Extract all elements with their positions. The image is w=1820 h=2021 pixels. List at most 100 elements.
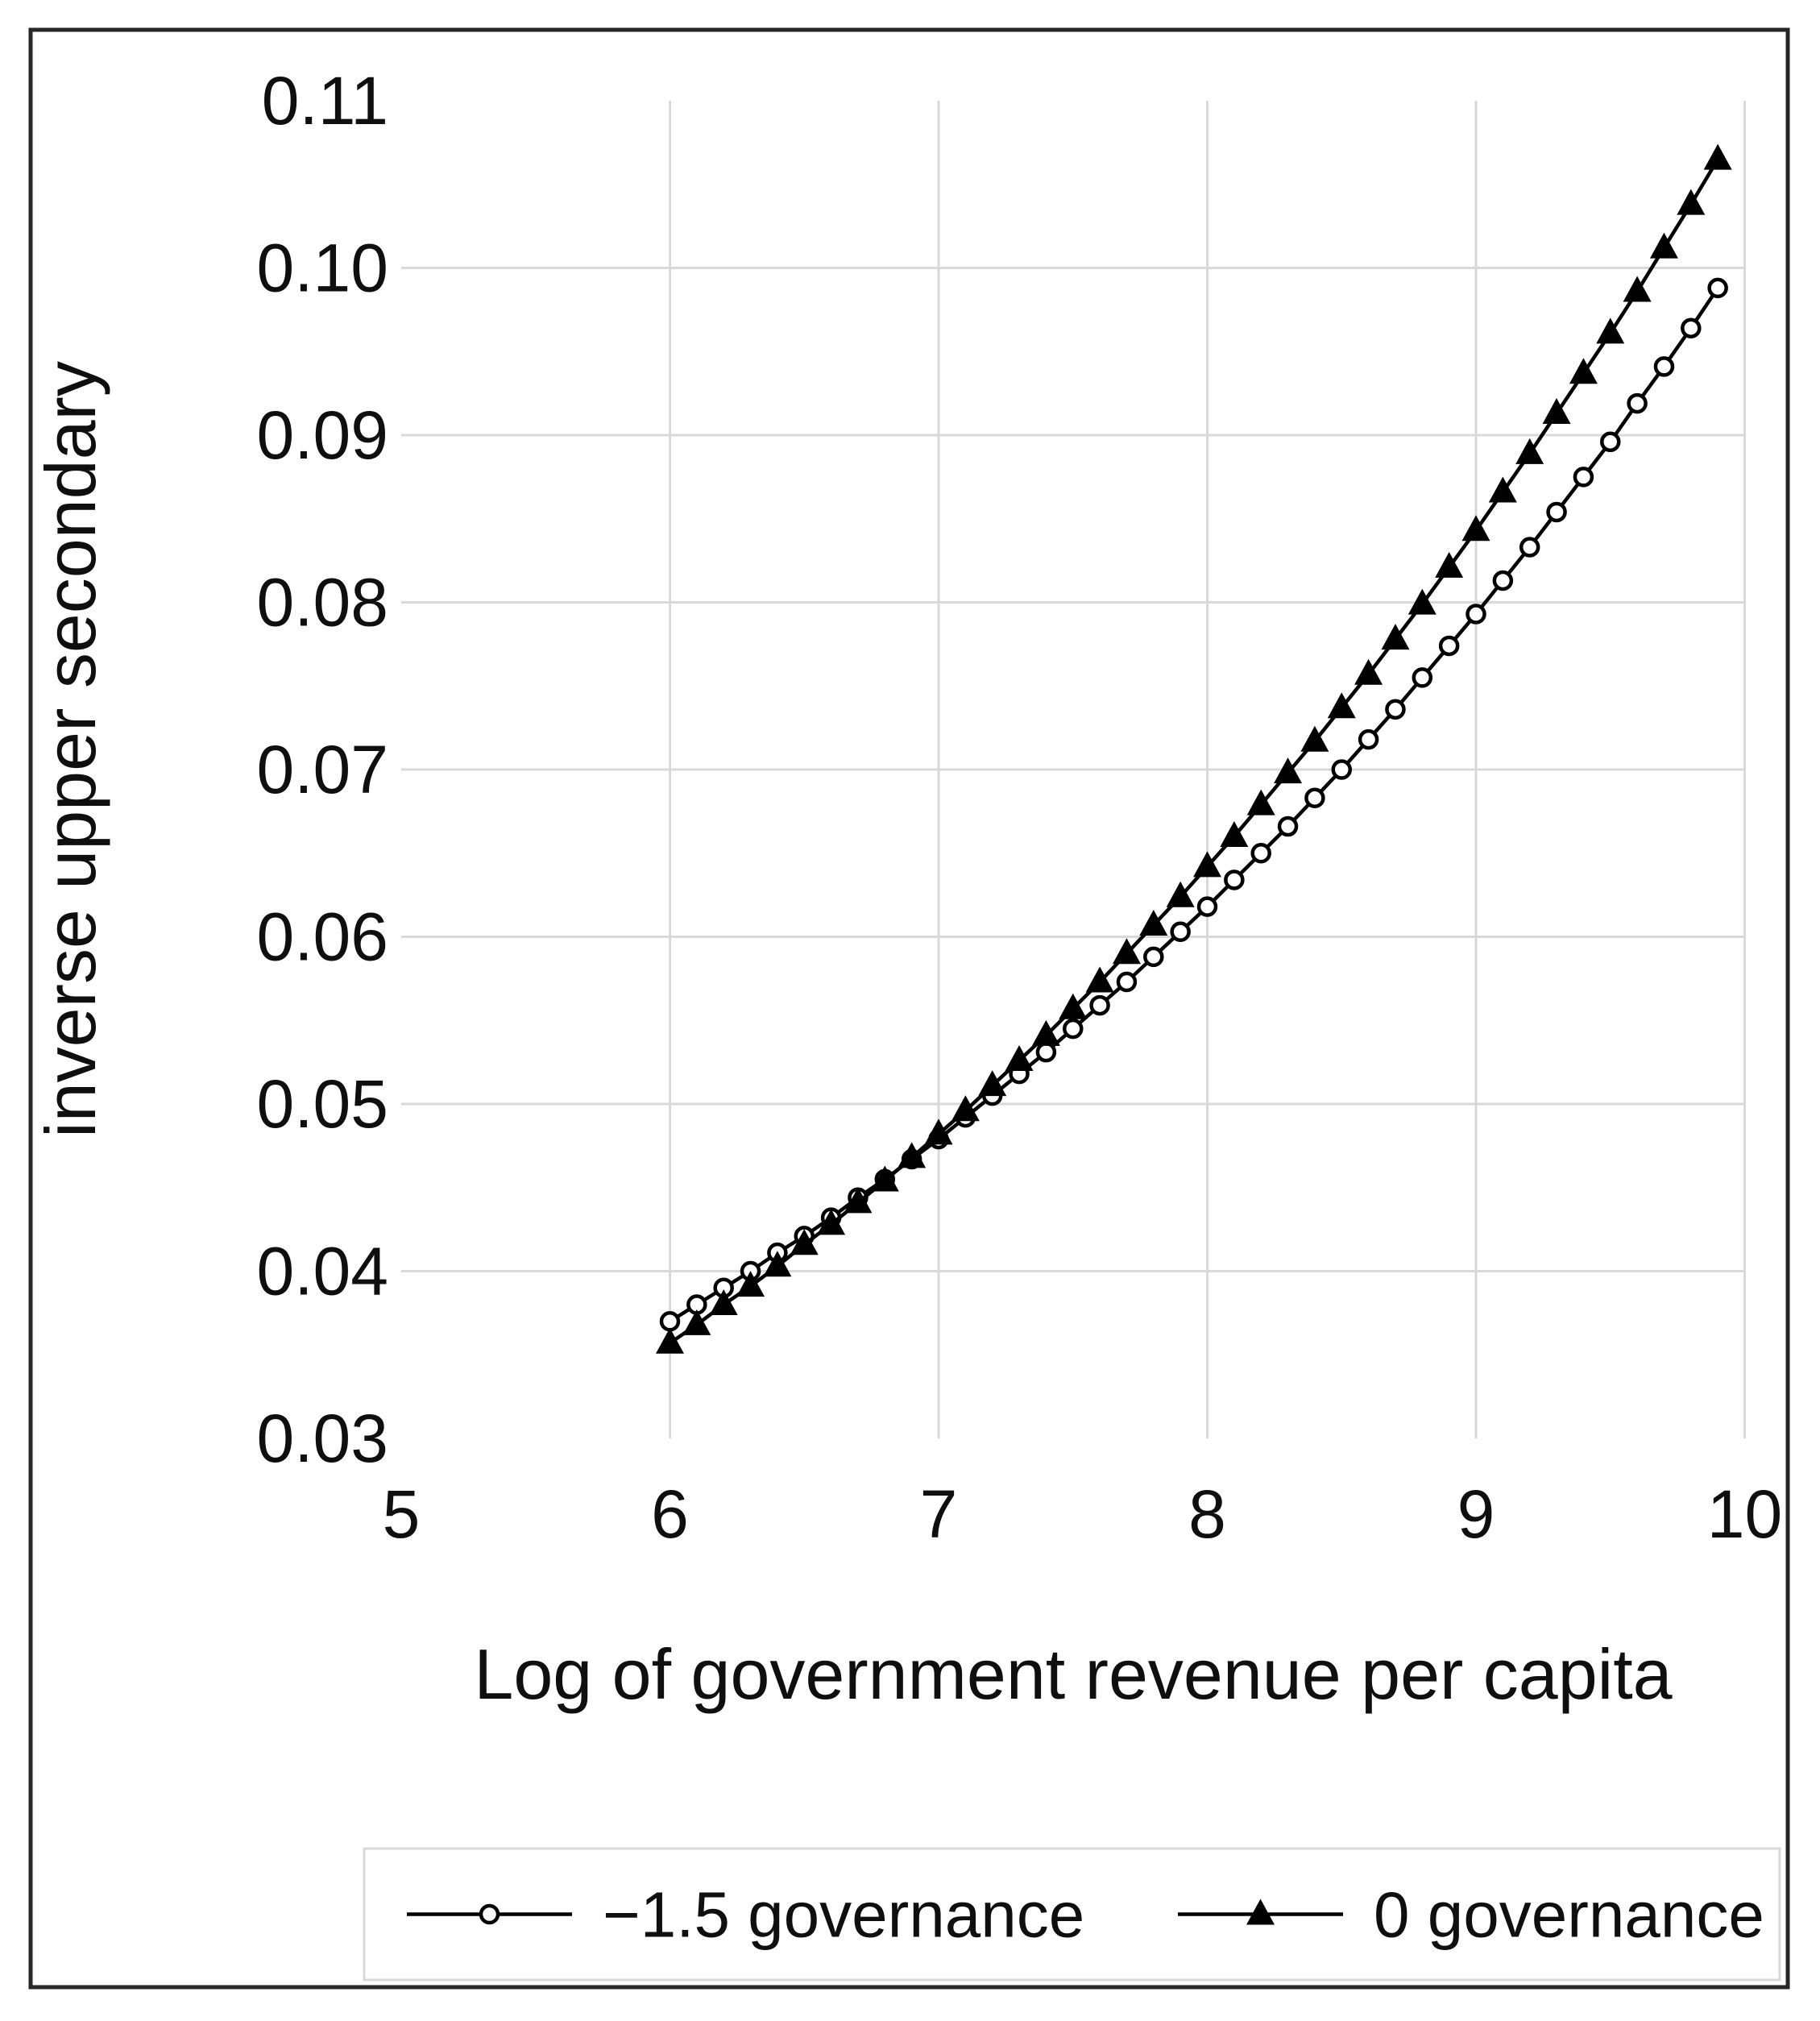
y-tick-label: 0.11 (262, 63, 388, 139)
legend-label-circle-series: −1.5 governance (603, 1879, 1084, 1951)
filled-triangle-marker (763, 1251, 792, 1277)
gridlines (401, 101, 1746, 1438)
filled-triangle-marker (1677, 189, 1706, 215)
filled-triangle-marker (1031, 1019, 1060, 1046)
y-tick-label: 0.06 (257, 899, 389, 975)
filled-triangle-marker (1623, 276, 1652, 302)
y-tick-label: 0.07 (257, 732, 389, 807)
x-tick-label: 7 (920, 1476, 958, 1552)
y-tick-label: 0.08 (257, 565, 389, 641)
y-tick-label: 0.04 (257, 1234, 389, 1309)
x-tick-label: 6 (651, 1476, 689, 1552)
open-circle-marker (1707, 277, 1728, 299)
chart-border (28, 27, 1790, 1990)
filled-triangle-marker (1435, 551, 1464, 578)
filled-triangle-marker (844, 1187, 873, 1214)
legend-border (363, 1847, 1781, 1982)
open-circle-marker (1438, 635, 1460, 657)
series-line (669, 287, 1720, 1323)
open-circle-marker (1143, 946, 1164, 968)
open-circle-marker (1600, 431, 1621, 453)
open-circle-marker (1492, 570, 1514, 591)
open-circle-marker (1412, 667, 1433, 688)
filled-triangle-marker (898, 1142, 927, 1168)
open-circle-marker (1063, 1018, 1084, 1040)
y-axis-title: inverse upper secondary (31, 361, 110, 1138)
filled-triangle-marker (870, 1165, 899, 1192)
filled-triangle-marker (1596, 317, 1625, 344)
series-1 (656, 143, 1732, 1354)
filled-triangle-marker (1407, 588, 1437, 615)
open-circle-marker (1116, 971, 1138, 993)
y-tick-label: 0.03 (257, 1401, 389, 1476)
open-circle-marker (1304, 787, 1325, 809)
filled-triangle-marker (1166, 881, 1195, 907)
filled-triangle-marker (682, 1309, 711, 1335)
filled-triangle-marker (1220, 821, 1249, 847)
open-circle-marker (1681, 317, 1702, 338)
filled-triangle-marker (1354, 658, 1383, 685)
x-axis-title: Log of government revenue per capita (474, 1634, 1672, 1714)
open-circle-marker (479, 1903, 500, 1925)
filled-triangle-marker (1488, 476, 1517, 503)
filled-triangle-marker (1515, 438, 1544, 464)
filled-triangle-marker (1246, 1899, 1275, 1925)
open-circle-marker (1466, 604, 1486, 625)
filled-triangle-marker (656, 1327, 684, 1354)
filled-triangle-marker (1542, 398, 1571, 425)
open-circle-marker (1250, 843, 1271, 864)
open-circle-marker (1519, 537, 1540, 558)
legend: −1.5 governance 0 governance (363, 1847, 1781, 1982)
filled-triangle-marker (1059, 993, 1088, 1019)
x-tick-label: 9 (1457, 1476, 1495, 1552)
y-tick-label: 0.10 (257, 230, 389, 306)
legend-sample-triangle-series (1178, 1899, 1343, 1925)
filled-triangle-marker (1461, 515, 1490, 542)
open-circle-marker (1331, 759, 1352, 780)
open-circle-marker (1224, 869, 1245, 890)
open-circle-marker (1358, 728, 1379, 750)
filled-triangle-marker (1569, 358, 1598, 384)
filled-triangle-marker (1703, 143, 1732, 170)
filled-triangle-marker (924, 1118, 953, 1145)
filled-triangle-marker (1274, 757, 1303, 784)
open-circle-marker (1653, 356, 1675, 377)
y-tick-label: 0.09 (257, 397, 389, 473)
filled-triangle-marker (1649, 232, 1678, 259)
open-circle-marker (1035, 1041, 1057, 1063)
y-tick-label: 0.05 (257, 1066, 389, 1142)
legend-sample-circle-series (407, 1903, 572, 1925)
tick-labels: 0.03 0.04 0.05 0.06 0.07 0.08 0.09 0.10 0.11 5 6 7 8… (257, 63, 1783, 1552)
filled-triangle-marker (1381, 624, 1410, 650)
open-circle-marker (1277, 815, 1299, 837)
filled-triangle-marker (978, 1070, 1007, 1097)
x-tick-label: 5 (383, 1476, 421, 1552)
series-0 (659, 277, 1728, 1332)
filled-triangle-marker (1300, 725, 1329, 752)
filled-triangle-marker (790, 1229, 819, 1255)
filled-triangle-marker (709, 1289, 738, 1315)
series-group (656, 143, 1732, 1354)
open-circle-marker (1573, 467, 1594, 488)
filled-triangle-marker (1246, 789, 1275, 815)
open-circle-marker (1170, 921, 1191, 943)
open-circle-marker (1546, 501, 1567, 523)
filled-triangle-marker (736, 1271, 765, 1297)
filled-triangle-marker (1327, 692, 1356, 719)
open-circle-marker (1385, 699, 1406, 720)
series-line (669, 158, 1720, 1345)
filled-triangle-marker (817, 1209, 846, 1235)
open-circle-marker (659, 1311, 681, 1332)
open-circle-marker (1196, 896, 1218, 917)
filled-triangle-marker (1193, 851, 1221, 878)
filled-triangle-marker (1139, 909, 1168, 936)
filled-triangle-marker (951, 1095, 980, 1122)
open-circle-marker (1089, 994, 1110, 1016)
open-circle-marker (1627, 392, 1648, 414)
x-tick-label: 10 (1707, 1476, 1782, 1552)
x-tick-label: 8 (1188, 1476, 1226, 1552)
legend-label-triangle-series: 0 governance (1374, 1879, 1764, 1951)
filled-triangle-marker (1112, 938, 1141, 965)
